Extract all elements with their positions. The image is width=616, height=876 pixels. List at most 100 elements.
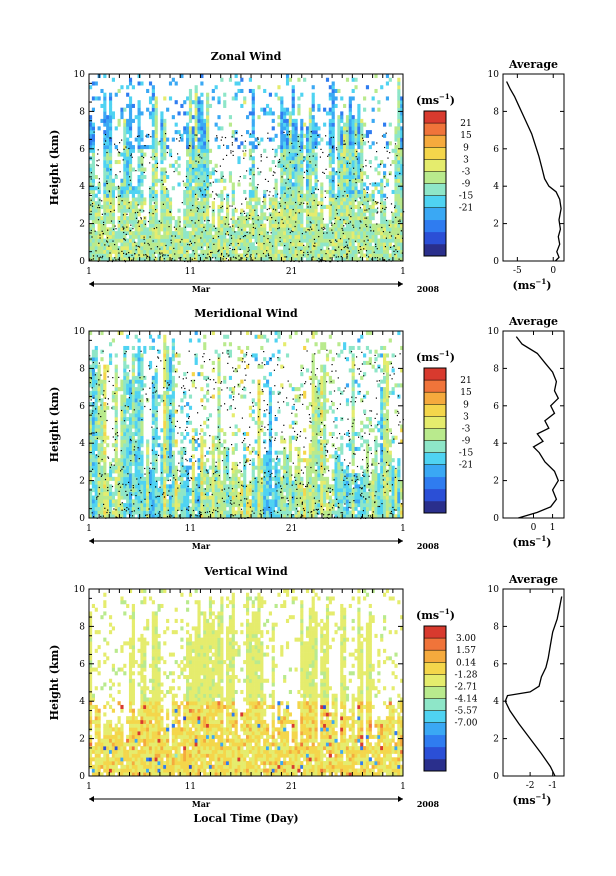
heatmap-cell xyxy=(151,122,155,127)
contour-dot xyxy=(299,240,301,242)
heatmap-cell xyxy=(288,204,292,209)
heatmap-cell xyxy=(397,174,401,180)
contour-dot xyxy=(141,163,143,165)
heatmap-cell xyxy=(260,242,264,247)
heatmap-cell xyxy=(103,118,107,123)
heatmap-cell xyxy=(300,197,304,202)
contour-dot xyxy=(98,178,100,180)
heatmap-cell xyxy=(89,458,93,463)
contour-dot xyxy=(332,147,334,149)
heatmap-cell xyxy=(148,189,153,194)
contour-dot xyxy=(373,230,375,232)
contour-dot xyxy=(283,155,285,157)
heatmap-cell xyxy=(191,163,195,168)
contour-dot xyxy=(284,256,286,258)
heatmap-cell xyxy=(294,174,298,180)
heatmap-cell xyxy=(331,126,335,131)
heatmap-cell xyxy=(154,454,158,459)
contour-dot xyxy=(195,160,197,162)
contour-dot xyxy=(150,136,152,138)
contour-dot xyxy=(359,256,361,258)
heatmap-cell xyxy=(248,197,252,202)
heatmap-cell xyxy=(340,238,344,243)
heatmap-cell xyxy=(251,234,255,239)
heatmap-cell xyxy=(368,160,372,165)
heatmap-cell xyxy=(294,156,298,161)
contour-dot xyxy=(268,254,270,257)
heatmap-cell xyxy=(337,216,341,221)
contour-dot xyxy=(353,226,355,228)
heatmap-cell xyxy=(283,163,287,168)
contour-dot xyxy=(239,176,241,178)
heatmap-cell xyxy=(140,156,144,161)
heatmap-cell xyxy=(234,234,238,239)
heatmap-cell xyxy=(223,178,227,183)
contour-dot xyxy=(330,241,332,243)
heatmap-cell xyxy=(363,231,367,236)
heatmap-cell xyxy=(200,100,204,105)
heatmap-cell xyxy=(271,126,275,131)
heatmap-cell xyxy=(277,145,281,150)
heatmap-cell xyxy=(363,253,367,258)
heatmap-cell xyxy=(271,137,275,142)
heatmap-cell xyxy=(388,242,392,247)
heatmap-cell xyxy=(103,417,107,422)
contour-dot xyxy=(299,195,302,197)
heatmap-cell xyxy=(137,357,141,362)
heatmap-cell xyxy=(111,223,115,228)
heatmap-cell xyxy=(91,234,95,239)
heatmap-cell xyxy=(345,201,350,206)
heatmap-cell xyxy=(131,446,135,451)
heatmap-cell xyxy=(146,469,150,474)
heatmap-cell xyxy=(257,223,261,228)
heatmap-cell xyxy=(345,160,350,165)
heatmap-cell xyxy=(283,171,287,176)
heatmap-cell xyxy=(303,234,307,239)
heatmap-cell xyxy=(97,387,101,392)
heatmap-cell xyxy=(308,156,312,161)
heatmap-cell xyxy=(394,242,398,247)
heatmap-cell xyxy=(151,394,155,399)
heatmap-cell xyxy=(257,219,261,224)
heatmap-cell xyxy=(143,167,147,172)
heatmap-cell xyxy=(300,145,304,150)
heatmap-cell xyxy=(380,219,384,224)
heatmap-cell xyxy=(394,182,398,187)
heatmap-cell xyxy=(191,212,195,217)
heatmap-cell xyxy=(363,171,367,176)
contour-dot xyxy=(179,221,181,223)
heatmap-cell xyxy=(97,413,101,418)
heatmap-cell xyxy=(134,450,138,455)
heatmap-cell xyxy=(120,495,124,500)
contour-dot xyxy=(170,155,173,158)
heatmap-cell xyxy=(120,443,124,448)
contour-dot xyxy=(97,149,99,151)
heatmap-cell xyxy=(280,231,284,236)
heatmap-cell xyxy=(91,387,95,392)
heatmap-cell xyxy=(117,253,121,258)
heatmap-cell xyxy=(160,167,164,172)
heatmap-cell xyxy=(208,246,213,251)
contour-dot xyxy=(285,167,287,169)
heatmap-cell xyxy=(237,216,241,221)
panel-title: Zonal Wind xyxy=(211,50,282,63)
heatmap-cell xyxy=(300,174,304,180)
contour-dot xyxy=(303,156,305,158)
heatmap-cell xyxy=(197,115,201,120)
heatmap-cell xyxy=(114,435,118,440)
heatmap-cell xyxy=(214,238,218,243)
heatmap-cell xyxy=(297,216,301,221)
heatmap-cell xyxy=(314,137,318,142)
heatmap-cell xyxy=(114,186,118,191)
heatmap-cell xyxy=(251,249,255,254)
colorbar-segment xyxy=(424,219,446,233)
heatmap-cell xyxy=(337,201,341,206)
heatmap-cell xyxy=(305,219,310,224)
heatmap-cell xyxy=(331,148,335,153)
heatmap-cell xyxy=(231,242,235,247)
heatmap-cell xyxy=(137,405,141,410)
heatmap-cell xyxy=(160,242,164,247)
heatmap-cell xyxy=(194,219,198,224)
heatmap-cell xyxy=(111,499,115,504)
heatmap-cell xyxy=(360,208,364,213)
